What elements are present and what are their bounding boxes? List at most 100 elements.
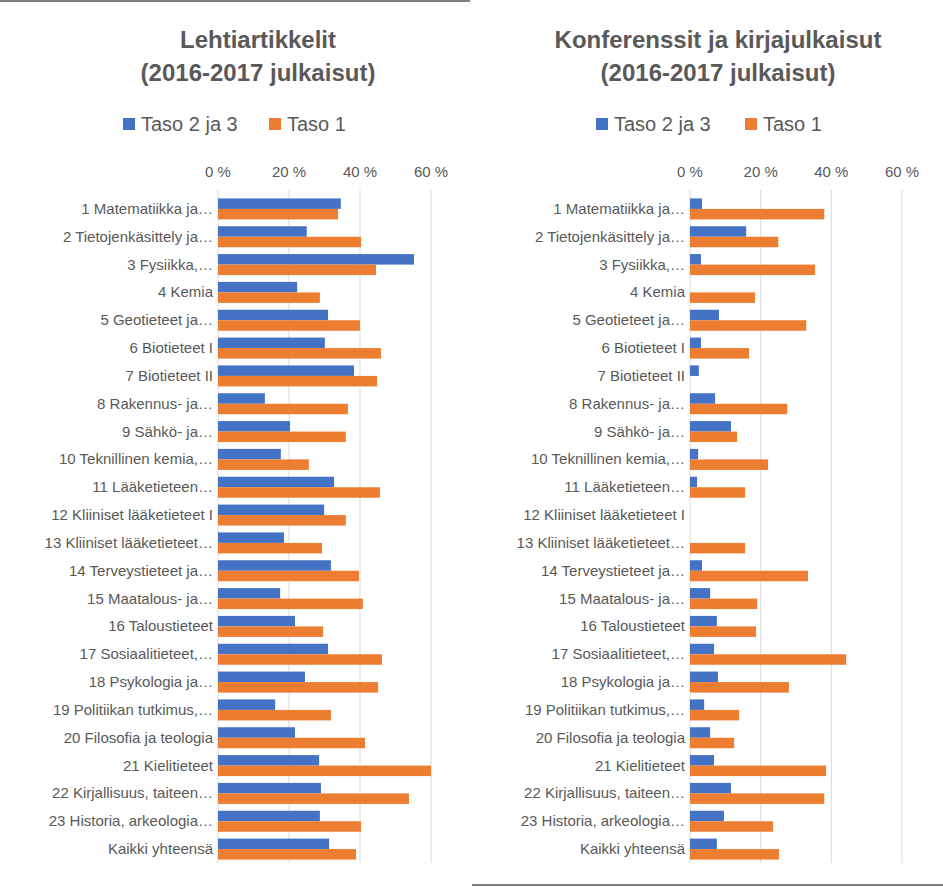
category-label: 14 Terveystieteet ja…: [69, 562, 213, 579]
bar: [218, 727, 295, 738]
bar: [690, 505, 691, 516]
bar: [690, 209, 824, 220]
category-label: 11 Lääketieteen…: [564, 478, 685, 495]
bar: [218, 404, 348, 415]
category-label: 22 Kirjallisuus, taiteen…: [52, 784, 213, 801]
grid-line: [831, 190, 832, 863]
bar: [690, 515, 691, 526]
chart-title: Lehtiartikkelit(2016-2017 julkaisut): [141, 26, 376, 86]
category-label: 6 Biotieteet I: [602, 339, 685, 356]
legend-label: Taso 1: [287, 113, 346, 135]
category-label: 10 Teknillinen kemia,…: [59, 450, 213, 467]
category-label: 20 Filosofia ja teologia: [64, 729, 214, 746]
bar: [690, 672, 718, 683]
bar: [690, 849, 779, 860]
bar: [690, 310, 719, 321]
category-label: 7 Biotieteet II: [125, 367, 213, 384]
bar: [690, 811, 724, 822]
bar: [218, 487, 380, 498]
bar: [690, 338, 701, 349]
bar: [218, 588, 280, 599]
category-label: 5 Geotieteet ja…: [100, 311, 213, 328]
bar: [690, 699, 704, 710]
bar: [218, 571, 359, 582]
category-label: 17 Sosiaalitieteet,…: [552, 645, 685, 662]
bar: [218, 532, 284, 543]
category-label: 15 Maatalous- ja…: [87, 590, 213, 607]
bar: [690, 654, 846, 665]
category-label: 21 Kielitieteet: [595, 757, 686, 774]
category-label: 4 Kemia: [630, 283, 686, 300]
chart-title: Konferenssit ja kirjajulkaisut(2016-2017…: [555, 26, 882, 86]
category-label: 8 Rakennus- ja…: [569, 395, 685, 412]
category-label: 9 Sähkö- ja…: [122, 423, 213, 440]
category-label: 1 Matematiikka ja…: [553, 200, 685, 217]
bar: [690, 226, 746, 237]
bar: [218, 310, 328, 321]
category-label: 18 Psykologia ja…: [89, 673, 213, 690]
bar: [218, 849, 356, 860]
category-label: 3 Fysiikka,…: [599, 256, 685, 273]
bar: [218, 839, 329, 850]
bar: [218, 599, 363, 610]
bar: [218, 449, 281, 460]
category-label: 8 Rakennus- ja…: [97, 395, 213, 412]
category-label: 7 Biotieteet II: [597, 367, 685, 384]
bar: [218, 226, 307, 237]
bar: [690, 571, 808, 582]
tick-label: 0 %: [677, 163, 703, 180]
bar: [218, 766, 431, 777]
bar: [218, 616, 295, 627]
bar: [218, 738, 365, 749]
grid-line: [760, 190, 761, 863]
bar: [218, 459, 309, 470]
tick-label: 60 %: [885, 163, 919, 180]
bar: [690, 644, 714, 655]
bar: [690, 532, 691, 543]
tick-label: 40 %: [343, 163, 377, 180]
category-label: 20 Filosofia ja teologia: [536, 729, 686, 746]
category-label: 21 Kielitieteet: [123, 757, 214, 774]
bar: [690, 421, 731, 432]
bar: [218, 265, 376, 276]
bar: [690, 783, 731, 794]
bar: [218, 560, 331, 571]
bar: [690, 588, 710, 599]
frame-line: [472, 885, 943, 886]
bar: [690, 365, 699, 376]
bar: [690, 755, 714, 766]
category-label: 18 Psykologia ja…: [561, 673, 685, 690]
bar: [690, 198, 702, 209]
bar: [218, 515, 346, 526]
bar: [690, 682, 789, 693]
category-label: 10 Teknillinen kemia,…: [531, 450, 685, 467]
legend-swatch: [123, 118, 135, 130]
tick-label: 60 %: [414, 163, 448, 180]
bar: [690, 560, 702, 571]
bar: [218, 543, 322, 554]
bar: [690, 376, 691, 387]
bar: [690, 793, 824, 804]
bar: [690, 543, 745, 554]
frame-line: [0, 1, 470, 2]
category-label: 23 Historia, arkeologia…: [521, 812, 685, 829]
bar: [690, 599, 757, 610]
bar: [218, 821, 361, 832]
category-label: 23 Historia, arkeologia…: [49, 812, 213, 829]
category-label: 13 Kliiniset lääketieteet…: [517, 534, 685, 551]
category-label: Kaikki yhteensä: [108, 840, 214, 857]
category-label: 5 Geotieteet ja…: [572, 311, 685, 328]
bar: [690, 766, 826, 777]
legend-item: Taso 2 ja 3: [596, 113, 711, 135]
bar: [218, 282, 297, 293]
category-label: 13 Kliiniset lääketieteet…: [45, 534, 213, 551]
tick-label: 0 %: [205, 163, 231, 180]
category-label: 17 Sosiaalitieteet,…: [80, 645, 213, 662]
bar: [218, 421, 290, 432]
bar: [690, 738, 734, 749]
legend-swatch: [596, 118, 608, 130]
tick-label: 20 %: [744, 163, 778, 180]
category-label: 1 Matematiikka ja…: [81, 200, 213, 217]
bar: [218, 477, 334, 488]
legend-item: Taso 1: [269, 113, 346, 135]
